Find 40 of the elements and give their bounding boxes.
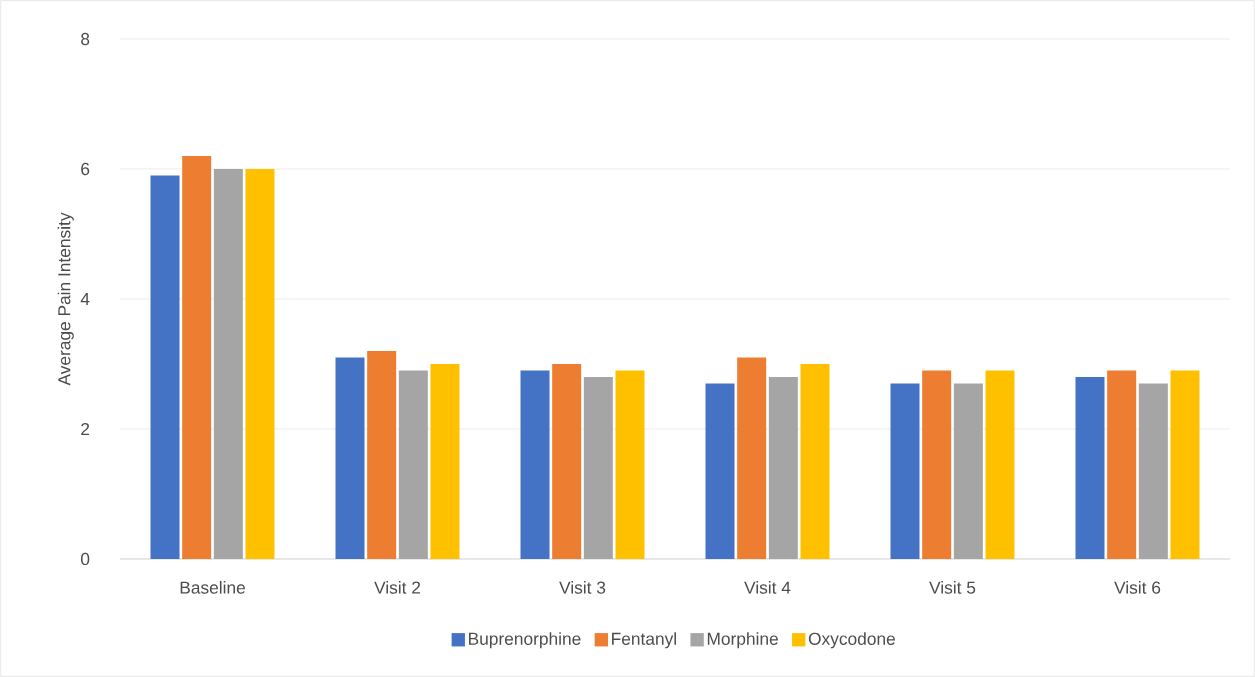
y-axis-title: Average Pain Intensity — [57, 212, 74, 386]
bar — [890, 383, 920, 559]
x-tick-label: Visit 2 — [374, 581, 421, 594]
x-tick-label: Visit 5 — [929, 581, 976, 594]
legend-label: Oxycodone — [808, 632, 895, 649]
x-tick-label: Visit 4 — [744, 581, 791, 594]
bar — [1138, 383, 1168, 559]
bar — [520, 370, 550, 559]
bar — [800, 363, 830, 559]
x-tick-label: Visit 6 — [1114, 581, 1161, 594]
bar — [398, 370, 428, 559]
y-tick-label: 0 — [81, 552, 90, 566]
bar — [953, 383, 983, 559]
bar — [150, 175, 180, 559]
bar — [213, 169, 243, 559]
bar — [335, 357, 365, 559]
bar — [615, 370, 645, 559]
x-tick-label: Visit 3 — [559, 581, 606, 594]
y-tick-label: 6 — [81, 162, 90, 176]
bar — [705, 383, 735, 559]
bar — [583, 376, 613, 559]
bar — [737, 357, 767, 559]
y-tick-label: 8 — [81, 32, 90, 46]
bar — [922, 370, 952, 559]
bar — [552, 363, 582, 559]
bar — [1075, 376, 1105, 559]
legend-label: Morphine — [707, 632, 778, 649]
bar — [1107, 370, 1137, 559]
y-tick-label: 4 — [80, 293, 90, 305]
legend-label: Fentanyl — [612, 632, 676, 649]
legend-label: Buprenorphine — [469, 632, 581, 649]
bar — [1170, 370, 1200, 559]
bar — [985, 370, 1015, 559]
bar — [768, 376, 798, 559]
bar — [245, 169, 275, 559]
x-tick-label: Baseline — [180, 581, 245, 594]
bar — [182, 156, 212, 559]
bar — [430, 363, 460, 559]
y-tick-label: 2 — [81, 422, 90, 436]
bar — [367, 350, 397, 559]
